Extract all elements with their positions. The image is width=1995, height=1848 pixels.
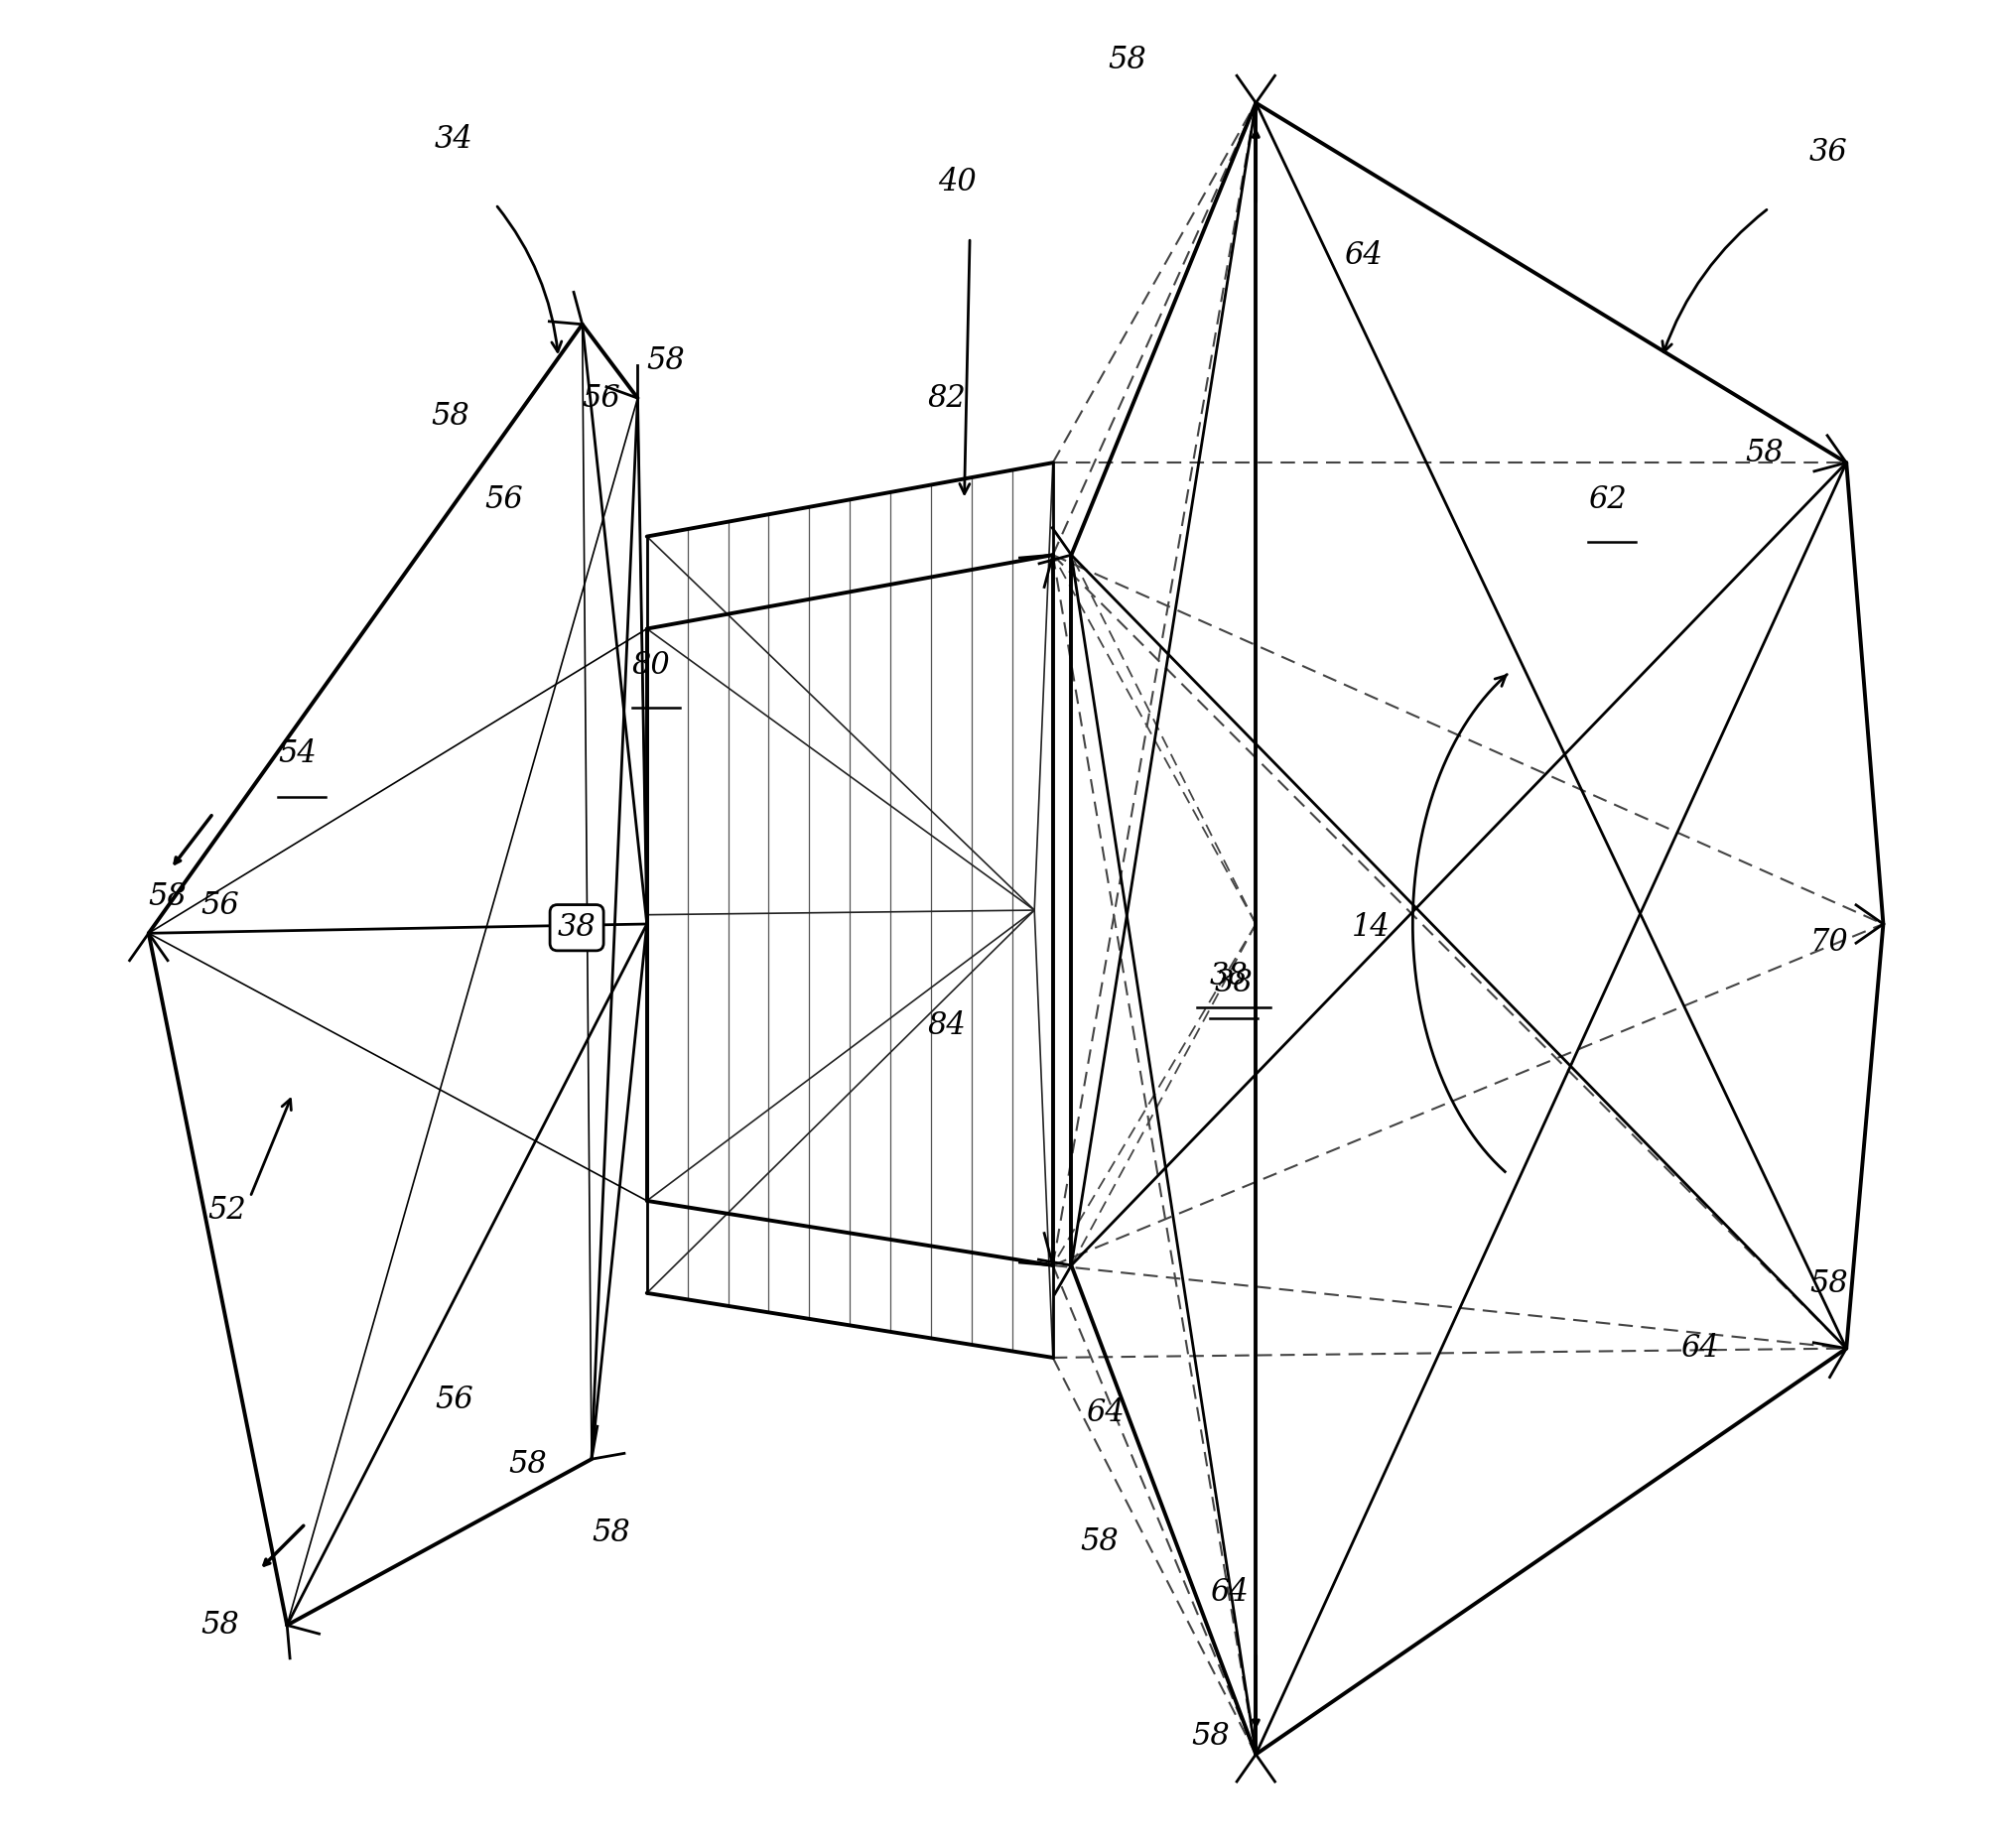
Text: 34: 34 — [435, 124, 473, 155]
Text: 56: 56 — [583, 383, 620, 414]
Text: 58: 58 — [593, 1517, 630, 1549]
Text: 38: 38 — [1209, 961, 1249, 991]
Text: 58: 58 — [431, 401, 469, 432]
Text: 58: 58 — [1191, 1720, 1229, 1752]
Text: 38: 38 — [557, 913, 597, 942]
Text: 56: 56 — [200, 891, 239, 920]
Text: 80: 80 — [632, 650, 670, 682]
Text: 58: 58 — [1746, 438, 1784, 469]
Text: 64: 64 — [1085, 1397, 1125, 1429]
Text: 58: 58 — [509, 1449, 547, 1480]
Text: 82: 82 — [928, 383, 966, 414]
Text: 40: 40 — [938, 166, 978, 198]
Text: 64: 64 — [1680, 1332, 1720, 1364]
Text: 58: 58 — [1081, 1526, 1119, 1558]
Text: 54: 54 — [277, 739, 317, 769]
Text: 58: 58 — [646, 346, 686, 377]
Text: 84: 84 — [928, 1011, 966, 1040]
Text: 38: 38 — [1215, 968, 1253, 998]
Text: 58: 58 — [200, 1610, 239, 1641]
Text: 64: 64 — [1345, 240, 1383, 272]
Text: 58: 58 — [150, 881, 188, 911]
Text: 14: 14 — [1353, 913, 1391, 942]
Text: 36: 36 — [1809, 137, 1847, 168]
Text: 58: 58 — [1107, 44, 1147, 76]
Text: 52: 52 — [207, 1194, 245, 1225]
Text: 58: 58 — [1809, 1268, 1847, 1299]
Text: 70: 70 — [1809, 928, 1847, 957]
Text: 56: 56 — [485, 484, 523, 516]
Text: 62: 62 — [1588, 484, 1626, 516]
Text: 56: 56 — [435, 1384, 473, 1416]
Text: 64: 64 — [1209, 1576, 1249, 1608]
